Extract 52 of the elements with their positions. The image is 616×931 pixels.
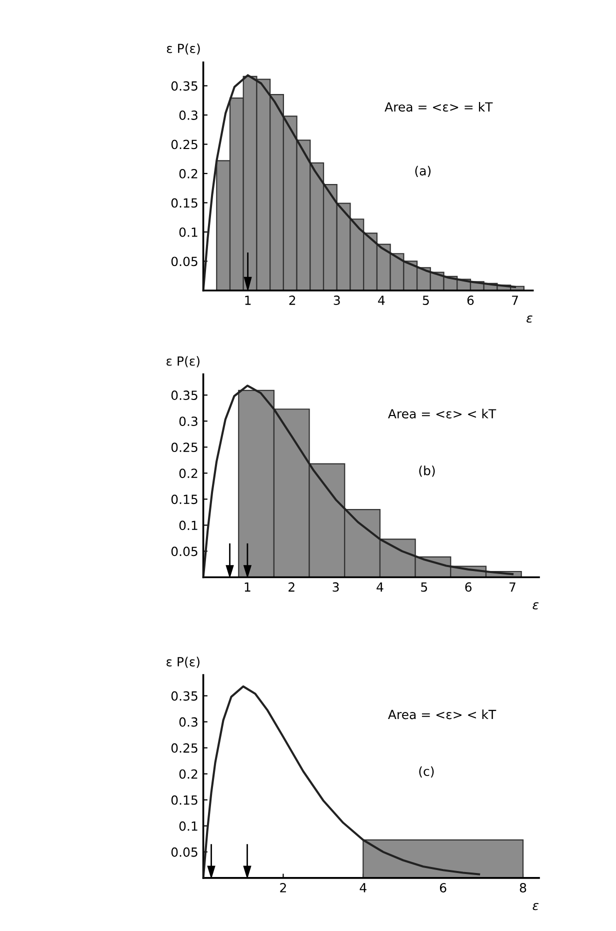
y-tick-label: 0.35	[171, 81, 198, 91]
x-axis-title: ε	[526, 315, 532, 323]
y-tick-label: 0.3	[179, 416, 198, 426]
annotation: Area = <ε> < kT	[388, 710, 496, 720]
x-tick-label: 7	[510, 582, 516, 592]
annotation: Area = <ε> < kT	[388, 408, 496, 418]
x-tick-label: 4	[378, 296, 385, 305]
x-tick-label: 3	[334, 296, 340, 306]
x-tick-label: 6	[467, 296, 474, 306]
y-tick-label: 0.05	[171, 847, 198, 857]
x-tick-label: 5	[422, 296, 429, 306]
x-tick-label: 7	[512, 296, 518, 305]
annotation: Area = <ε> = kT	[384, 102, 493, 112]
y-tick-label: 0.35	[171, 691, 198, 701]
x-tick-label: 2	[280, 883, 286, 892]
x-tick-label: 4	[360, 883, 366, 892]
x-tick-label: 1	[244, 582, 250, 592]
x-tick-label: 6	[465, 582, 472, 592]
x-tick-label: 3	[332, 582, 339, 592]
y-tick-label: 0.3	[179, 110, 198, 120]
x-tick-label: 1	[245, 296, 251, 305]
y-axis-title: ε P(ε)	[166, 656, 200, 668]
y-tick-label: 0.05	[171, 546, 198, 556]
y-tick-label: 0.1	[179, 227, 198, 237]
y-tick-label: 0.25	[171, 743, 198, 753]
y-tick-label: 0.15	[171, 494, 198, 504]
x-tick-label: 4	[376, 582, 384, 592]
y-tick-label: 0.1	[179, 821, 198, 831]
x-axis-title: ε	[532, 902, 539, 910]
y-tick-label: 0.35	[171, 390, 198, 400]
x-tick-label: 2	[289, 296, 296, 305]
y-tick-label: 0.2	[179, 168, 198, 178]
x-tick-label: 8	[520, 883, 526, 892]
x-tick-label: 6	[440, 883, 446, 892]
y-tick-label: 0.3	[179, 717, 198, 727]
y-axis-title: ε P(ε)	[166, 43, 200, 55]
x-tick-label: 5	[421, 582, 428, 592]
y-tick-label: 0.1	[179, 520, 198, 530]
y-axis-title: ε P(ε)	[166, 356, 200, 368]
y-tick-label: 0.15	[171, 198, 198, 208]
y-tick-label: 0.25	[171, 442, 198, 452]
y-tick-label: 0.2	[179, 468, 198, 478]
annotation: (a)	[415, 166, 431, 177]
x-axis-title: ε	[532, 602, 539, 610]
y-tick-label: 0.25	[171, 140, 198, 150]
annotation: (c)	[419, 766, 434, 778]
x-tick-label: 2	[288, 582, 294, 592]
y-tick-label: 0.15	[171, 795, 198, 805]
y-tick-label: 0.05	[171, 256, 198, 266]
y-tick-label: 0.2	[179, 769, 198, 779]
line-series	[203, 685, 480, 878]
annotation: (b)	[419, 466, 435, 477]
